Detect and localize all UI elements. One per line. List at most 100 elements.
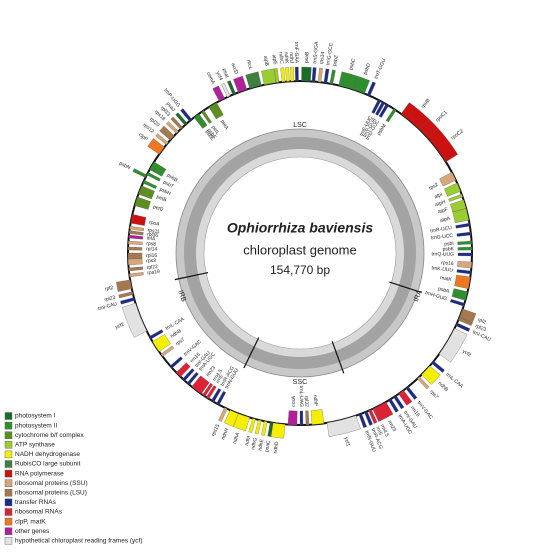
legend-swatch	[4, 441, 13, 449]
gene-label: rpoA	[148, 220, 160, 228]
gene-block	[261, 421, 268, 436]
gene-label: psaI	[221, 68, 230, 79]
gene-block	[180, 108, 192, 122]
gene-label: rpl36	[147, 232, 159, 239]
gene-block	[128, 240, 143, 245]
gene-block	[285, 67, 290, 82]
gene-label: ccsA	[291, 395, 297, 407]
gene-label: trnS-GGA	[312, 41, 320, 64]
gene-block	[196, 113, 208, 128]
gene-label: psbB	[166, 173, 179, 184]
gene-label: rps19	[147, 269, 160, 277]
center-disc	[203, 156, 397, 350]
gene-block	[454, 274, 471, 289]
gene-label: psaJ	[165, 101, 177, 113]
gene-block	[457, 246, 473, 251]
legend-swatch	[4, 517, 13, 526]
gene-label: psbM	[376, 123, 388, 137]
gene-label: psbZ	[332, 55, 340, 67]
legend-label: ribosomal proteins (LSU)	[15, 490, 87, 497]
gene-block	[310, 409, 325, 425]
title: Ophiorrhiza baviensis	[227, 220, 373, 236]
legend-label: RubisCO large subunit	[15, 461, 81, 468]
gene-block	[372, 407, 382, 422]
gene-label: rpl16	[146, 253, 157, 259]
gene-label: rrn23	[386, 420, 397, 433]
gene-label: rps14	[319, 51, 326, 64]
legend-label: photosystem II	[15, 422, 57, 429]
gene-block	[165, 121, 179, 134]
gene-label: psbN	[118, 161, 131, 172]
gene-label: rps7	[175, 337, 187, 348]
gene-block	[367, 81, 376, 97]
legend-swatch	[4, 489, 13, 497]
gene-label: accD	[230, 62, 240, 75]
gene-label: psbK	[442, 246, 454, 252]
gene-block	[273, 68, 280, 83]
gene-block	[261, 68, 277, 85]
gene-block	[326, 415, 361, 437]
gene-label: ndhC	[277, 52, 284, 65]
gene-block	[438, 328, 468, 363]
gene-label: rps11	[147, 228, 160, 236]
gene-block	[294, 66, 299, 82]
gene-block	[146, 172, 161, 182]
gene-label: psbA	[437, 286, 450, 295]
legend-label: ribosomal RNAs	[15, 509, 63, 516]
gene-label: petA	[219, 119, 230, 131]
gene-block	[134, 196, 151, 210]
gene-block	[439, 172, 457, 187]
gene-block	[212, 85, 225, 102]
gene-block	[218, 407, 228, 422]
gene-label: trnK-UUU	[431, 265, 454, 273]
gene-block	[129, 272, 144, 278]
gene-block	[254, 419, 262, 435]
gene-block	[127, 258, 143, 266]
gene-block	[329, 69, 336, 85]
gene-block	[287, 410, 298, 426]
gene-label: rpoC2	[450, 128, 465, 141]
gene-block	[299, 410, 304, 426]
gene-label: ndhK	[283, 52, 290, 65]
gene-label: rrn23	[205, 365, 217, 378]
gene-block	[305, 410, 310, 426]
gene-block	[206, 385, 217, 400]
gene-block	[127, 252, 143, 260]
gene-block	[358, 413, 367, 428]
legend-swatch	[4, 498, 13, 507]
gene-label: trnL-UAG	[298, 386, 304, 407]
gene-label: psbH	[158, 187, 171, 197]
gene-block	[451, 288, 468, 301]
region-label: LSC	[293, 122, 307, 129]
gene-block	[132, 168, 147, 178]
legend-label: hypothetical chloroplast reading frames …	[15, 538, 143, 545]
region-boundary	[243, 337, 260, 369]
gene-block	[211, 388, 222, 403]
gene-block	[175, 112, 188, 126]
gene-label: rrn5	[215, 374, 225, 385]
gene-label: ndhA	[232, 431, 242, 445]
legend-label: other genes	[15, 528, 50, 535]
gene-label: atpE	[271, 54, 278, 66]
gene-block	[267, 422, 274, 437]
gene-block	[427, 128, 458, 163]
gene-block	[127, 246, 143, 251]
gene-block	[182, 368, 195, 382]
gene-label: atpF	[437, 207, 448, 216]
gene-label: ycf4	[214, 71, 223, 82]
gene-block	[457, 252, 473, 257]
gene-block	[455, 322, 471, 332]
gene-label: trnQ-UUG	[431, 251, 454, 257]
gene-label: ndhG	[250, 437, 259, 450]
gene-block	[170, 116, 183, 130]
gene-label: ndhF	[312, 395, 319, 407]
gene-block	[149, 161, 167, 177]
legend-label: photosystem I	[15, 413, 56, 420]
gene-block	[186, 372, 199, 385]
region-label: IRB	[176, 289, 187, 303]
gene-label: rpl14	[146, 246, 157, 252]
gene-block	[388, 398, 399, 413]
legend-swatch	[4, 450, 13, 459]
gene-block	[138, 185, 155, 200]
